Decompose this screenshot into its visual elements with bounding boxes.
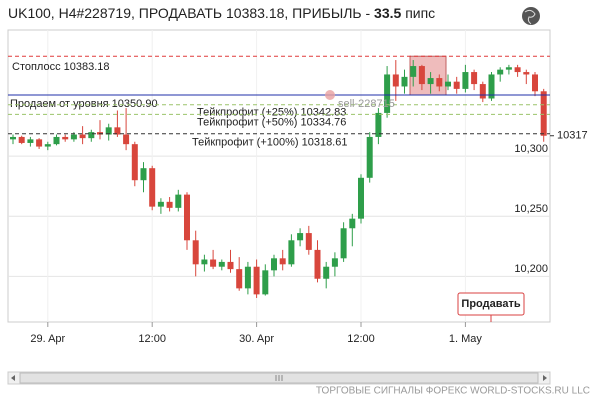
level-label: Тейкпрофит (+25%) 10342.83 bbox=[197, 107, 346, 119]
candle-body bbox=[427, 78, 434, 85]
x-tick-label: 30. Apr bbox=[239, 333, 274, 345]
level-label: Стоплосс 10383.18 bbox=[12, 61, 110, 73]
candle-body bbox=[123, 134, 130, 145]
candle-body bbox=[384, 74, 391, 113]
candle-body bbox=[114, 127, 121, 135]
button-label[interactable]: Продавать bbox=[461, 298, 520, 310]
candle-body bbox=[227, 261, 234, 270]
x-tick-label: 29. Apr bbox=[30, 333, 65, 345]
candle-body bbox=[279, 258, 286, 265]
candle-body bbox=[210, 259, 217, 267]
candle-body bbox=[184, 194, 190, 241]
candle-body bbox=[445, 81, 451, 87]
candle-body bbox=[532, 74, 538, 92]
globe-detail bbox=[524, 9, 536, 25]
candle-body bbox=[366, 136, 373, 178]
profit: 33.5 bbox=[374, 5, 401, 21]
candle-body bbox=[331, 258, 338, 267]
scrollbar[interactable] bbox=[7, 371, 551, 385]
y-tick-label: 10,200 bbox=[514, 263, 548, 275]
candle-body bbox=[314, 249, 321, 279]
candle-body bbox=[192, 240, 199, 265]
candle-body bbox=[505, 67, 512, 70]
candle-body bbox=[305, 233, 312, 250]
candle-body bbox=[10, 136, 16, 140]
candle-body bbox=[236, 269, 243, 289]
profit-unit: пипс bbox=[405, 5, 435, 21]
candle-body bbox=[523, 72, 530, 75]
x-tick-label: 12:00 bbox=[347, 333, 375, 345]
candle-body bbox=[297, 233, 304, 241]
candle-body bbox=[471, 72, 478, 85]
candle-body bbox=[488, 74, 495, 99]
candle-body bbox=[288, 240, 295, 265]
candle-body bbox=[253, 266, 260, 295]
candle-body bbox=[166, 201, 173, 208]
globe-icon[interactable] bbox=[522, 7, 540, 25]
candle-body bbox=[410, 66, 417, 77]
candle-body bbox=[453, 81, 460, 89]
current-price: 10317 bbox=[557, 130, 588, 142]
sell-button[interactable]: Продавать bbox=[457, 292, 525, 322]
level-label: Тейкпрофит (+100%) 10318.61 bbox=[192, 137, 347, 149]
candle-body bbox=[140, 168, 147, 181]
candle-body bbox=[44, 144, 51, 147]
candle-body bbox=[262, 270, 269, 295]
candle-body bbox=[88, 132, 95, 139]
footer: ТОРГОВЫЕ СИГНАЛЫ ФОРЕКС WORLD-STOCKS.RU … bbox=[316, 386, 590, 397]
candle-body bbox=[436, 78, 443, 87]
order-label: sell-228715 bbox=[338, 98, 395, 110]
candle-body bbox=[271, 258, 277, 271]
x-tick-label: 1. May bbox=[449, 333, 483, 345]
candle-body bbox=[418, 66, 425, 85]
scroll-grip bbox=[275, 375, 283, 381]
plot-area bbox=[7, 29, 551, 323]
order-marker bbox=[325, 90, 335, 101]
candle-body bbox=[79, 134, 86, 139]
candle-body bbox=[349, 218, 356, 229]
candle-body bbox=[218, 261, 225, 267]
globe[interactable] bbox=[522, 7, 540, 25]
candle-body bbox=[462, 72, 469, 89]
candle-body bbox=[340, 228, 347, 259]
candle-body bbox=[149, 168, 156, 207]
candle-body bbox=[157, 201, 164, 207]
title-text: UK100, H4#228719, ПРОДАВАТЬ 10383.18, ПР… bbox=[8, 5, 370, 21]
candle-body bbox=[62, 136, 69, 140]
candle-body bbox=[323, 266, 330, 279]
candle-body bbox=[105, 127, 112, 135]
candle-body bbox=[70, 134, 77, 140]
candle-body bbox=[244, 266, 251, 289]
candle-body bbox=[36, 139, 43, 147]
candle-body bbox=[479, 84, 486, 99]
level-label: Продаем от уровня 10350.90 bbox=[10, 98, 158, 110]
candle-body bbox=[201, 259, 208, 265]
x-tick-label: 12:00 bbox=[138, 333, 166, 345]
candle-body bbox=[514, 67, 521, 73]
y-tick-label: 10,300 bbox=[514, 143, 548, 155]
candle-body bbox=[18, 136, 25, 143]
candle-body bbox=[53, 136, 60, 145]
y-tick-label: 10,250 bbox=[514, 203, 548, 215]
candle-body bbox=[497, 69, 504, 75]
candle-body bbox=[375, 112, 382, 137]
candle-body bbox=[392, 74, 399, 87]
candle-body bbox=[540, 91, 547, 136]
level-label: Тейкпрофит (+50%) 10334.76 bbox=[197, 116, 346, 128]
candle-body bbox=[175, 194, 182, 208]
chart-title: UK100, H4#228719, ПРОДАВАТЬ 10383.18, ПР… bbox=[8, 5, 435, 21]
candle-body bbox=[27, 139, 34, 143]
candle-body bbox=[401, 76, 408, 87]
candle-body bbox=[131, 144, 138, 181]
candle-body bbox=[358, 177, 364, 219]
